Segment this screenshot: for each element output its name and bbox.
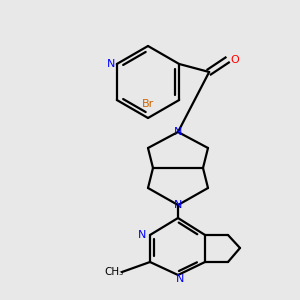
Text: N: N <box>176 274 184 284</box>
Text: CH₃: CH₃ <box>104 267 124 277</box>
Text: N: N <box>138 230 146 240</box>
Text: N: N <box>174 200 182 210</box>
Text: N: N <box>174 127 182 137</box>
Text: N: N <box>106 59 115 69</box>
Text: Br: Br <box>142 99 154 109</box>
Text: O: O <box>231 55 240 65</box>
